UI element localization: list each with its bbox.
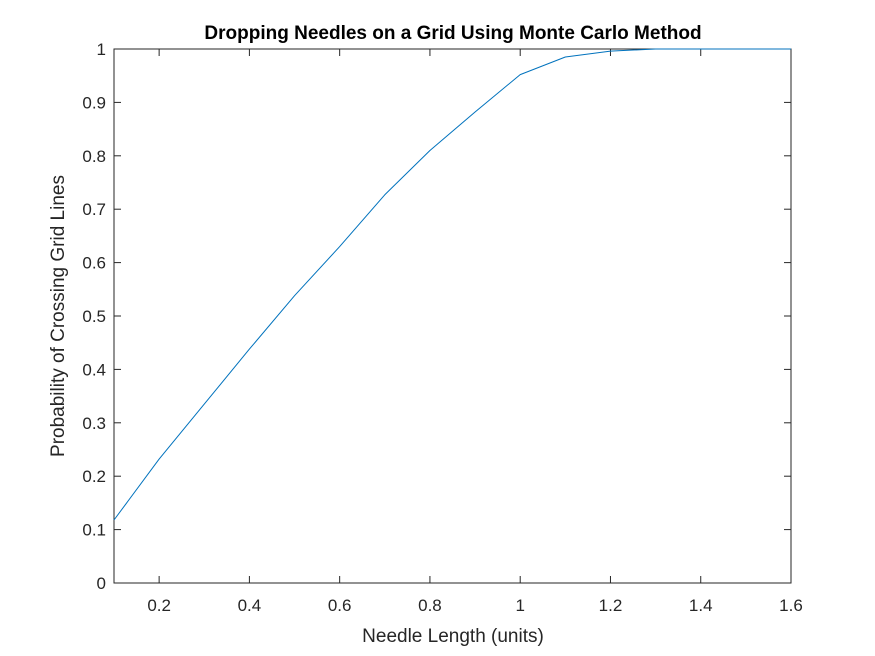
x-axis-ticks: 0.2 0.4 0.6 0.8 1 1.2 1.4 1.6 [147,49,803,615]
data-point [610,51,611,52]
data-point [655,49,656,50]
x-tick-label: 0.8 [418,596,442,615]
data-point [475,112,476,113]
y-tick-label: 0.7 [82,200,106,219]
data-point [429,150,430,151]
x-tick-label: 0.6 [328,596,352,615]
data-point [565,57,566,58]
y-tick-label: 0.2 [82,467,106,486]
x-tick-label: 1.2 [599,596,623,615]
y-tick-label: 0.8 [82,147,106,166]
y-tick-label: 1 [97,40,106,59]
data-point [339,246,340,247]
y-tick-label: 0.4 [82,360,106,379]
data-point [114,519,115,520]
plot-area: 0.2 0.4 0.6 0.8 1 1.2 1.4 1.6 00.10.20.30.40.50… [82,40,802,615]
data-point [791,49,792,50]
data-point [700,49,701,50]
y-tick-label: 0 [97,574,106,593]
x-tick-label: 0.4 [238,596,262,615]
data-point [294,295,295,296]
data-point [249,349,250,350]
x-axis-label: Needle Length (units) [362,626,544,647]
data-point [520,74,521,75]
data-point [159,459,160,460]
x-tick-label: 1 [515,596,524,615]
series-line [113,48,791,521]
y-axis-label: Probability of Crossing Grid Lines [48,175,69,457]
chart-title: Dropping Needles on a Grid Using Monte C… [204,23,701,44]
y-tick-label: 0.6 [82,254,106,273]
data-point [384,194,385,195]
series-lines [113,48,792,521]
x-tick-label: 1.4 [689,596,713,615]
y-axis-ticks: 0 0.1 0.2 0.3 0.4 0.5 0.6 0.7 0.8 0.9 1 [82,40,791,593]
x-tick-label: 1.6 [779,596,803,615]
y-tick-label: 0.3 [82,414,106,433]
plot-box [113,48,792,584]
y-tick-label: 0.1 [82,521,106,540]
data-point [204,404,205,405]
y-tick-label: 0.5 [82,307,106,326]
data-point [745,49,746,50]
y-tick-label: 0.9 [82,93,106,112]
x-tick-label: 0.2 [147,596,171,615]
